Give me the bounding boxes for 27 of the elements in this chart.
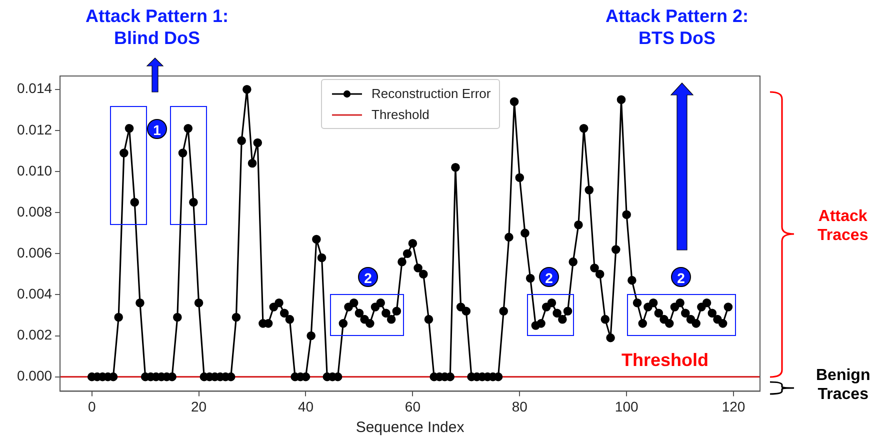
x-tick-label: 20 (191, 398, 207, 414)
y-tick-label: 0.014 (16, 80, 52, 96)
x-axis-title: Sequence Index (356, 419, 465, 436)
y-tick-label: 0.004 (16, 286, 52, 302)
annotation: 2 (539, 267, 559, 287)
x-tick-label: 0 (88, 398, 96, 414)
annotation: 2 (671, 267, 691, 287)
text: Attack Pattern 2: BTS DoS (606, 6, 749, 50)
y-tick-label: 0.000 (16, 368, 52, 384)
x-tick-label: 40 (298, 398, 314, 414)
y-tick-label: 0.012 (16, 121, 52, 138)
y-tick-label: 0.008 (16, 203, 52, 220)
y-tick-label: 0.002 (16, 326, 52, 343)
y-tick-label: 0.006 (16, 244, 52, 260)
text: Attack Pattern 1: Blind DoS (86, 6, 229, 50)
text: Benign Traces (816, 366, 870, 404)
legend-label: Threshold (372, 107, 430, 122)
text: Attack Traces (818, 207, 868, 246)
annotation: 1 (147, 119, 167, 139)
x-tick-label: 80 (512, 398, 528, 414)
x-tick-label: 60 (404, 398, 421, 414)
y-tick-label: 0.010 (16, 162, 52, 178)
annotation: 2 (358, 267, 378, 287)
legend-label: Reconstruction Error (372, 86, 491, 101)
annotation: Threshold (622, 350, 709, 372)
x-tick-label: 100 (614, 398, 638, 414)
x-tick-label: 120 (722, 398, 746, 414)
